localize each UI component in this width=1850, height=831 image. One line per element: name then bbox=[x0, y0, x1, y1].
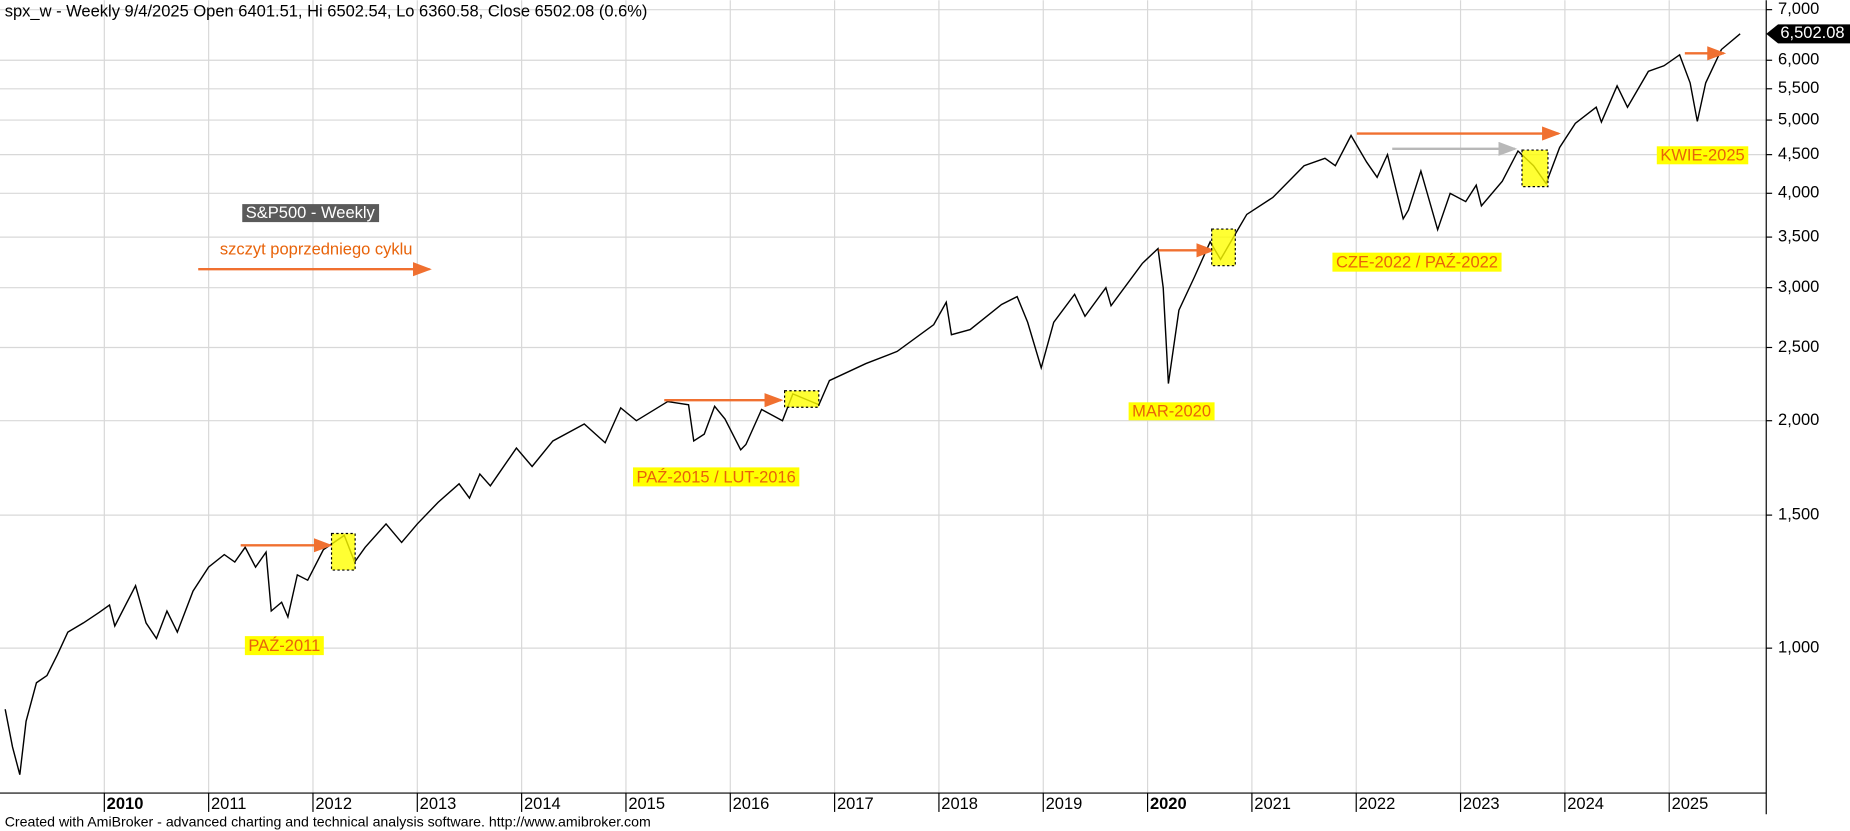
annotation-text: KWIE-2025 bbox=[1660, 146, 1744, 164]
x-tick-label: 2016 bbox=[733, 795, 770, 813]
y-tick-label: 4,000 bbox=[1778, 184, 1819, 202]
y-tick-label: 7,000 bbox=[1778, 0, 1819, 18]
annotation: KWIE-2025 bbox=[1656, 146, 1749, 165]
grid bbox=[0, 0, 1773, 812]
annotation: S&P500 - Weekly bbox=[242, 204, 380, 223]
annotation-bg bbox=[1656, 146, 1749, 165]
price-tag-label: 6,502.08 bbox=[1780, 24, 1844, 42]
marks bbox=[4, 33, 1741, 775]
annotation-bg bbox=[1128, 402, 1215, 421]
annotation-text: S&P500 - Weekly bbox=[246, 204, 376, 222]
y-tick-label: 2,000 bbox=[1778, 411, 1819, 429]
y-tick-label: 3,500 bbox=[1778, 227, 1819, 245]
y-tick-label: 1,500 bbox=[1778, 505, 1819, 523]
footer: Created with AmiBroker - advanced charti… bbox=[5, 813, 651, 829]
annotation-text: szczyt poprzedniego cyklu bbox=[220, 241, 413, 259]
highlight-box bbox=[1211, 228, 1236, 267]
annotation: szczyt poprzedniego cyklu bbox=[220, 241, 413, 259]
y-tick-label: 2,500 bbox=[1778, 338, 1819, 356]
y-tick-label: 1,000 bbox=[1778, 639, 1819, 657]
y-tick-label: 3,000 bbox=[1778, 278, 1819, 296]
annotation-bg bbox=[1332, 252, 1502, 272]
x-tick-label: 2012 bbox=[315, 795, 352, 813]
annotation: PAŹ-2011 bbox=[244, 636, 324, 656]
x-tick-label: 2018 bbox=[941, 795, 978, 813]
annotation-text: CZE-2022 / PAŹ-2022 bbox=[1336, 253, 1498, 272]
annotation-bg bbox=[242, 204, 380, 223]
chart-title: spx_w - Weekly 9/4/2025 Open 6401.51, Hi… bbox=[5, 2, 648, 20]
x-tick-label: 2024 bbox=[1567, 795, 1604, 813]
y-tick-label: 6,000 bbox=[1778, 51, 1819, 69]
x-tick-label: 2025 bbox=[1672, 795, 1709, 813]
annotation: CZE-2022 / PAŹ-2022 bbox=[1332, 252, 1502, 272]
annotation-text: PAŹ-2015 / LUT-2016 bbox=[637, 467, 796, 486]
highlight-box bbox=[1521, 149, 1549, 188]
price-line bbox=[4, 33, 1741, 775]
x-tick-label: 2014 bbox=[524, 795, 561, 813]
y-tick-label: 4,500 bbox=[1778, 145, 1819, 163]
drawings bbox=[198, 46, 1727, 571]
x-tick-label: 2023 bbox=[1463, 795, 1500, 813]
annotation-bg bbox=[632, 467, 800, 487]
annotation-bg bbox=[244, 636, 324, 656]
highlight-box bbox=[784, 390, 820, 408]
x-tick-label: 2015 bbox=[628, 795, 665, 813]
annotation-text: PAŹ-2011 bbox=[248, 636, 320, 655]
labels: 1,000 1,500 2,000 2,500 3,000 3,500 4,000 4,500… bbox=[107, 0, 1850, 813]
x-tick-label: 2020 bbox=[1150, 795, 1187, 813]
x-tick-label: 2011 bbox=[211, 795, 246, 813]
y-tick-label: 5,000 bbox=[1778, 110, 1819, 128]
x-tick-label: 2013 bbox=[420, 795, 457, 813]
annotation: PAŹ-2015 / LUT-2016 bbox=[632, 467, 800, 487]
x-tick-label: 2017 bbox=[837, 795, 874, 813]
x-tick-label: 2019 bbox=[1046, 795, 1083, 813]
x-tick-label: 2010 bbox=[107, 795, 144, 813]
highlight-box bbox=[330, 532, 356, 571]
y-tick-label: 5,500 bbox=[1778, 79, 1819, 97]
annotation: MAR-2020 bbox=[1128, 402, 1215, 421]
annotation-text: MAR-2020 bbox=[1132, 402, 1211, 420]
x-tick-label: 2022 bbox=[1359, 795, 1396, 813]
x-tick-label: 2021 bbox=[1254, 795, 1291, 813]
price-tag bbox=[1766, 24, 1850, 44]
